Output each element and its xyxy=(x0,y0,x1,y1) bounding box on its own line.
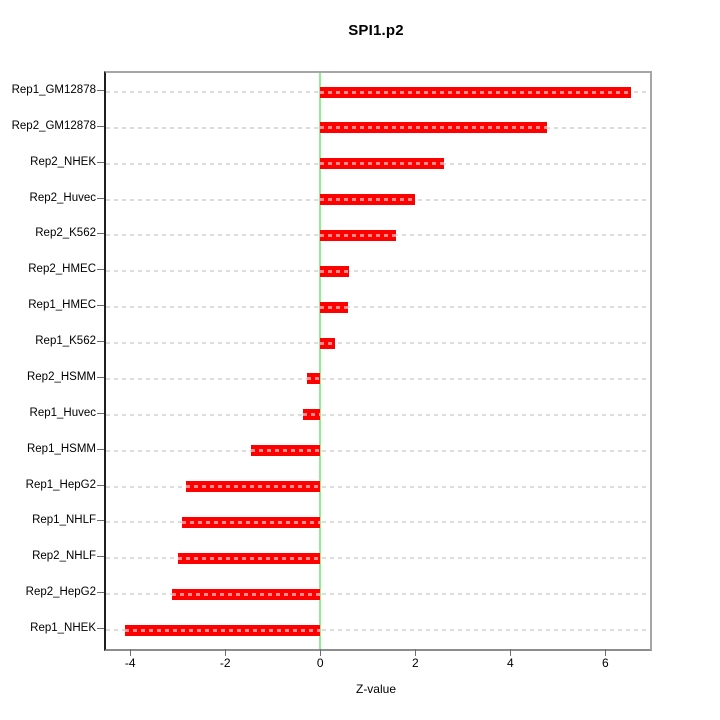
y-tick xyxy=(97,161,104,163)
bar xyxy=(302,409,321,421)
bar xyxy=(320,229,396,241)
category-label: Rep2_HMEC xyxy=(28,263,96,276)
bar-inner-dash xyxy=(125,628,321,632)
y-tick xyxy=(97,90,104,91)
x-tick xyxy=(605,649,607,656)
grid-line xyxy=(106,593,650,596)
bar-inner-dash xyxy=(320,269,349,273)
category-label: Rep1_HepG2 xyxy=(25,478,96,491)
y-tick xyxy=(97,520,104,522)
category-label: Rep2_K562 xyxy=(35,227,96,240)
bar xyxy=(320,158,444,170)
plot-area xyxy=(104,71,652,651)
grid-line xyxy=(106,485,650,488)
bar xyxy=(320,265,349,277)
grid-line xyxy=(106,521,650,524)
chart-title: SPI1.p2 xyxy=(348,22,404,39)
y-tick xyxy=(97,592,104,594)
category-label: Rep1_NHLF xyxy=(32,514,96,527)
bar xyxy=(177,552,321,564)
category-label: Rep1_GM12878 xyxy=(11,84,96,96)
y-tick xyxy=(97,233,104,235)
bar-inner-dash xyxy=(320,126,547,130)
category-label: Rep1_Huvec xyxy=(29,406,96,419)
y-tick xyxy=(97,341,104,343)
bar xyxy=(320,122,547,134)
category-label: Rep2_NHLF xyxy=(32,550,96,563)
bar xyxy=(320,194,416,206)
y-tick xyxy=(97,269,104,271)
y-tick xyxy=(97,448,104,450)
x-tick xyxy=(510,649,512,656)
category-label: Rep2_HepG2 xyxy=(25,586,96,599)
category-label: Rep1_HSMM xyxy=(26,442,96,455)
bar-inner-dash xyxy=(320,305,348,309)
grid-line xyxy=(106,629,650,631)
bar xyxy=(251,445,321,457)
x-tick-label: -4 xyxy=(124,656,136,670)
y-tick xyxy=(97,412,104,414)
bar-inner-dash xyxy=(320,90,631,94)
bar xyxy=(182,516,321,528)
y-tick xyxy=(97,556,104,558)
bar-inner-dash xyxy=(320,198,416,202)
x-tick-label: -2 xyxy=(219,656,231,670)
category-label: Rep2_NHEK xyxy=(30,155,96,168)
x-tick-label: 0 xyxy=(316,656,324,670)
bar xyxy=(307,373,321,385)
bar xyxy=(320,337,335,349)
bar xyxy=(186,481,321,493)
bar xyxy=(320,86,631,98)
y-tick xyxy=(97,305,104,307)
category-label: Rep1_HMEC xyxy=(28,299,96,312)
category-label: Rep2_HSMM xyxy=(26,370,96,383)
grid-line xyxy=(106,557,650,560)
category-label: Rep2_GM12878 xyxy=(11,119,96,132)
bar-inner-dash xyxy=(177,556,321,560)
bar-inner-dash xyxy=(251,449,321,453)
grid-line xyxy=(106,270,650,273)
y-tick xyxy=(97,197,104,199)
grid-line xyxy=(106,413,650,416)
x-tick xyxy=(225,649,227,656)
zero-line xyxy=(319,73,322,649)
category-label: Rep2_Huvec xyxy=(29,191,96,204)
x-tick-label: 4 xyxy=(506,656,514,670)
grid-line xyxy=(106,449,650,452)
bar xyxy=(172,588,321,600)
x-tick xyxy=(130,649,132,656)
bar-inner-dash xyxy=(302,413,321,417)
y-tick xyxy=(97,125,104,127)
bar-inner-dash xyxy=(320,162,444,166)
x-tick xyxy=(320,649,322,656)
category-label: Rep1_NHEK xyxy=(30,622,96,634)
bar-inner-dash xyxy=(320,341,335,345)
bar-inner-dash xyxy=(320,233,396,237)
bar-inner-dash xyxy=(186,485,321,489)
grid-line xyxy=(106,342,650,345)
bar-inner-dash xyxy=(307,377,321,381)
bar xyxy=(320,301,348,313)
y-tick xyxy=(97,484,104,486)
grid-line xyxy=(106,377,650,380)
bar xyxy=(125,624,321,636)
y-tick xyxy=(97,376,104,378)
y-tick xyxy=(97,628,104,629)
bar-inner-dash xyxy=(182,520,321,524)
bar-inner-dash xyxy=(172,592,321,596)
grid-line xyxy=(106,306,650,309)
category-label: Rep1_K562 xyxy=(35,335,96,348)
x-tick-label: 6 xyxy=(601,656,609,670)
x-axis-label: Z-value xyxy=(355,682,396,696)
x-tick-label: 2 xyxy=(411,656,419,670)
x-tick xyxy=(415,649,417,656)
